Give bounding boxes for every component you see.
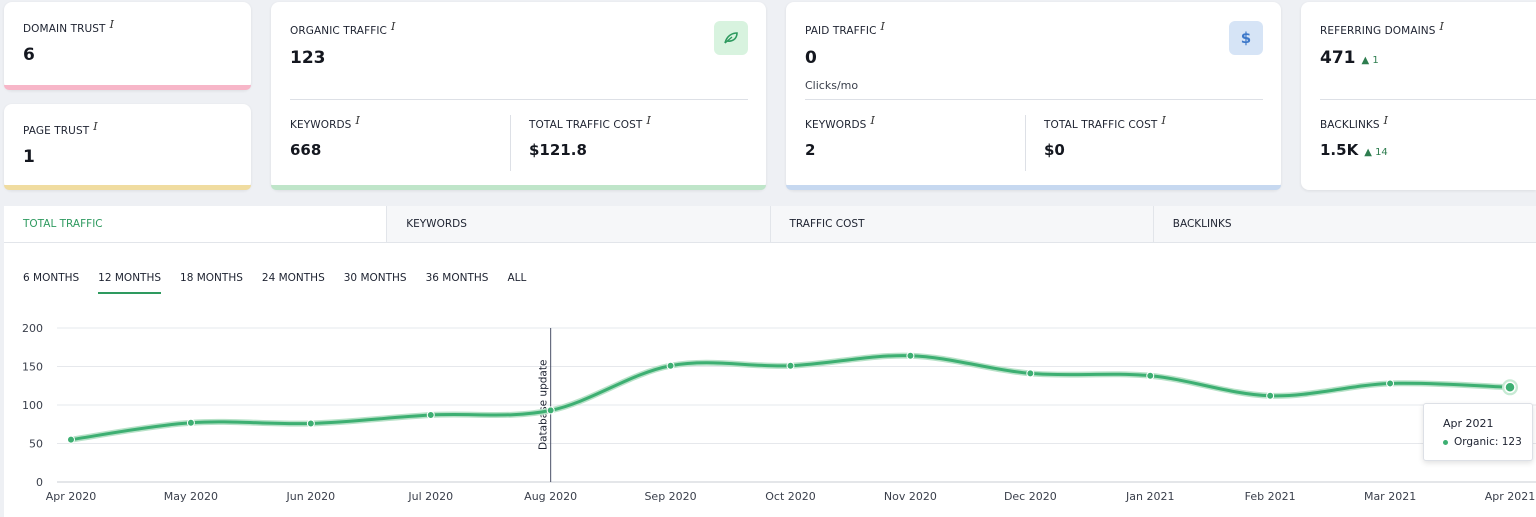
info-icon[interactable]: i	[109, 18, 115, 31]
divider	[290, 99, 748, 100]
info-icon[interactable]: i	[390, 20, 396, 33]
metric-tabs: TOTAL TRAFFIC KEYWORDS TRAFFIC COST BACK…	[4, 206, 1536, 243]
tooltip-series-dot	[1443, 439, 1448, 445]
divider	[510, 115, 511, 171]
stripe	[4, 85, 251, 90]
referring-domains-delta: ▲ 1	[1361, 55, 1379, 66]
clicks-per-month-label: Clicks/mo	[805, 79, 859, 92]
referring-domains-value: 471	[1320, 48, 1356, 68]
keywords-value: 2	[805, 141, 816, 159]
leaf-icon	[714, 21, 748, 55]
info-icon[interactable]: i	[355, 114, 360, 127]
tooltip-value: Organic: 123	[1454, 436, 1522, 448]
page-trust-card: PAGE TRUST i 1	[4, 104, 251, 190]
paid-traffic-label: PAID TRAFFIC	[805, 25, 877, 37]
range-36-months[interactable]: 36 MONTHS	[425, 272, 489, 284]
chart-tooltip: Apr 2021 Organic: 123	[1423, 403, 1533, 461]
tab-keywords[interactable]: KEYWORDS	[387, 206, 770, 242]
dollar-glyph: $	[1240, 29, 1252, 47]
range-18-months[interactable]: 18 MONTHS	[180, 272, 243, 284]
info-icon[interactable]: i	[1439, 20, 1444, 33]
info-icon[interactable]: i	[646, 114, 651, 127]
range-12-months[interactable]: 12 MONTHS	[98, 272, 162, 294]
range-24-months[interactable]: 24 MONTHS	[261, 272, 325, 284]
keywords-value: 668	[290, 141, 322, 159]
tab-traffic-cost[interactable]: TRAFFIC COST	[769, 206, 1153, 242]
referring-domains-card: REFERRING DOMAINS i 471 ▲ 1 BACKLINKS i 1.5…	[1301, 2, 1536, 190]
domain-trust-label: DOMAIN TRUST	[23, 23, 106, 35]
info-icon[interactable]: i	[870, 114, 875, 127]
divider	[1320, 99, 1536, 100]
keywords-label: KEYWORDS	[805, 119, 867, 131]
backlinks-label: BACKLINKS	[1320, 119, 1380, 131]
stripe	[4, 185, 251, 190]
info-icon[interactable]: i	[1161, 114, 1166, 127]
organic-traffic-value: 123	[290, 48, 326, 68]
tab-backlinks[interactable]: BACKLINKS	[1152, 206, 1536, 242]
tab-total-traffic[interactable]: TOTAL TRAFFIC	[4, 206, 388, 242]
organic-traffic-card: ORGANIC TRAFFIC i 123 KEYWORDS i 668 TOTAL…	[271, 2, 766, 190]
domain-trust-value: 6	[23, 45, 35, 65]
backlinks-value: 1.5K	[1320, 141, 1359, 159]
range-30-months[interactable]: 30 MONTHS	[343, 272, 407, 284]
total-traffic-cost-value: $121.8	[529, 141, 587, 159]
divider	[1025, 115, 1026, 171]
total-traffic-cost-label: TOTAL TRAFFIC COST	[529, 119, 643, 131]
info-icon[interactable]: i	[1383, 114, 1389, 127]
dollar-icon: $	[1229, 21, 1263, 55]
range-all[interactable]: ALL	[507, 272, 527, 284]
stripe	[786, 185, 1281, 190]
backlinks-delta: ▲ 14	[1364, 147, 1388, 158]
organic-traffic-label: ORGANIC TRAFFIC	[290, 25, 387, 37]
referring-domains-label: REFERRING DOMAINS	[1320, 25, 1436, 37]
keywords-label: KEYWORDS	[290, 119, 352, 131]
info-icon[interactable]: i	[93, 120, 98, 133]
paid-traffic-value: 0	[805, 48, 817, 68]
range-6-months[interactable]: 6 MONTHS	[23, 272, 80, 284]
tooltip-title: Apr 2021	[1443, 417, 1494, 430]
total-traffic-cost-label: TOTAL TRAFFIC COST	[1044, 119, 1158, 131]
total-traffic-cost-value: $0	[1044, 141, 1065, 159]
domain-trust-card: DOMAIN TRUST i 6	[4, 2, 251, 90]
traffic-chart-panel: TOTAL TRAFFIC KEYWORDS TRAFFIC COST BACK…	[4, 206, 1536, 517]
divider	[805, 99, 1263, 100]
time-range-selector: 6 MONTHS 12 MONTHS 18 MONTHS 24 MONTHS 3…	[23, 272, 526, 294]
page-trust-value: 1	[23, 147, 35, 167]
page-trust-label: PAGE TRUST	[23, 125, 90, 137]
stripe	[271, 185, 766, 190]
paid-traffic-card: PAID TRAFFIC i 0 Clicks/mo $ KEYWORDS i 2 …	[786, 2, 1281, 190]
info-icon[interactable]: i	[880, 20, 885, 33]
